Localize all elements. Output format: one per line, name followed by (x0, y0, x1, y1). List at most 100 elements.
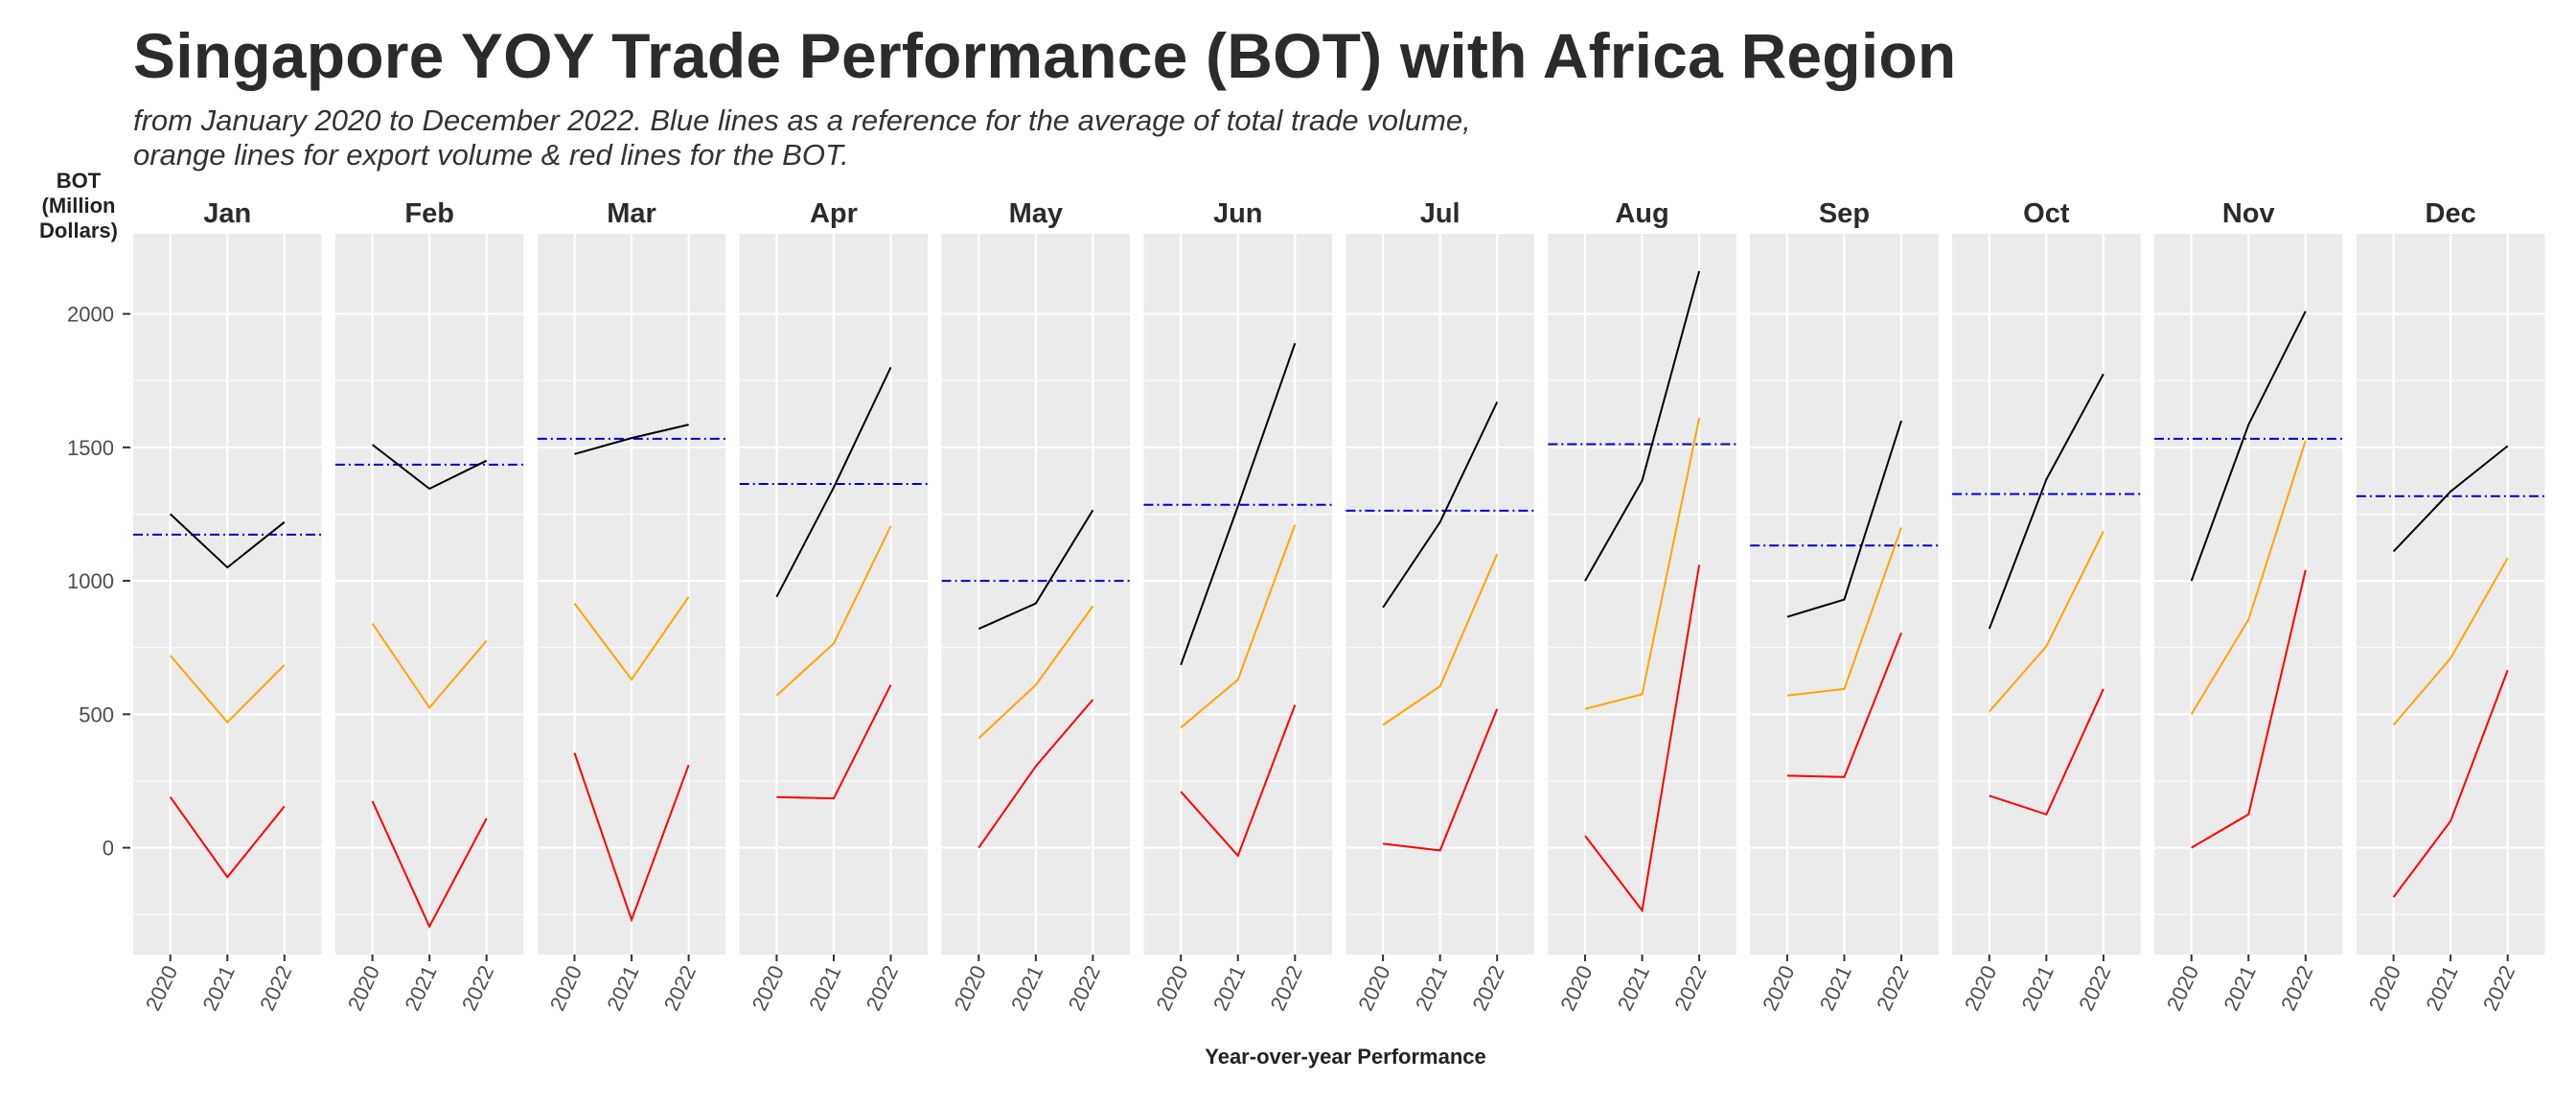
facet-panel-feb: Feb 2020 2021 2022 (334, 198, 524, 1015)
x-tick-label: 2022 (1872, 962, 1913, 1015)
x-tick-label: 2021 (1815, 962, 1856, 1015)
x-tick-label: 2020 (1151, 962, 1192, 1015)
y-axis-title-line: (Million (42, 194, 116, 218)
total-trade-line (1988, 373, 2104, 630)
export-line (2190, 440, 2307, 715)
chart-subtitle: from January 2020 to December 2022. Blue… (133, 104, 1471, 172)
x-tick-label: 2022 (659, 962, 701, 1015)
x-tick-label: 2022 (457, 962, 498, 1015)
y-tick-label: 2000 (67, 303, 114, 327)
x-tick-label: 2021 (1613, 962, 1654, 1015)
bot-line (573, 752, 690, 923)
total-trade-line (1180, 342, 1297, 666)
facet-panel-oct: Oct 2020 2021 2022 (1952, 198, 2141, 1014)
x-tick-label: 2022 (1265, 962, 1306, 1015)
facet-panel-mar: Mar 2020 2021 2022 (537, 198, 726, 1015)
x-tick-label: 2020 (1960, 962, 2001, 1015)
x-tick-label: 2021 (2017, 962, 2058, 1015)
x-tick-label: 2022 (2074, 962, 2115, 1015)
export-line (169, 655, 286, 724)
facet-label: Sep (1819, 198, 1870, 229)
y-tick-label: 1500 (67, 436, 114, 460)
bot-line (2392, 670, 2509, 898)
total-trade-line (371, 444, 488, 491)
x-tick-label: 2021 (400, 962, 441, 1015)
x-axis-title: Year-over-year Performance (1205, 1045, 1486, 1069)
total-trade-line (775, 366, 892, 598)
x-tick-label: 2020 (343, 962, 384, 1015)
facet-panel-apr: Apr 2020 2021 2022 (739, 198, 929, 1015)
total-trade-line (2392, 445, 2509, 553)
x-tick-label: 2021 (1208, 962, 1250, 1015)
bot-line (1382, 708, 1499, 852)
x-tick-label: 2021 (197, 962, 239, 1015)
total-trade-line (1786, 420, 1902, 618)
y-tick-label: 1000 (67, 569, 114, 593)
x-tick-label: 2020 (141, 962, 182, 1015)
x-tick-label: 2020 (1555, 962, 1597, 1015)
facet-label: Jul (1420, 198, 1460, 229)
export-line (1989, 531, 2104, 713)
facet-label: Nov (2222, 198, 2275, 229)
total-trade-line (978, 509, 1094, 631)
x-tick-label: 2022 (1467, 962, 1508, 1015)
x-tick-label: 2021 (2421, 962, 2462, 1015)
export-line (371, 623, 488, 710)
y-axis-title-line: Dollars) (39, 218, 118, 242)
bot-line (1180, 704, 1297, 858)
facet-panel-nov: Nov 2020 2021 2022 (2154, 198, 2343, 1014)
total-trade-line (574, 424, 689, 455)
export-line (573, 596, 690, 681)
x-tick-label: 2020 (545, 962, 586, 1015)
facet-panel-aug: Aug 2020 2021 2022 (1548, 198, 1736, 1014)
facet-panel-sep: Sep 2020 2021 2022 (1750, 198, 1939, 1014)
facet-label: May (1009, 198, 1063, 229)
bot-line (776, 684, 892, 800)
x-tick-label: 2020 (2162, 962, 2203, 1015)
x-tick-label: 2022 (2478, 962, 2519, 1015)
export-line (1382, 553, 1499, 726)
x-tick-label: 2020 (748, 962, 789, 1015)
subtitle-line-2: orange lines for export volume & red lin… (133, 138, 849, 172)
facet-label: Mar (607, 198, 656, 229)
bot-line (1584, 564, 1701, 913)
export-line (775, 525, 892, 697)
facet-label: Oct (2023, 198, 2070, 229)
bot-line (1989, 688, 2104, 816)
x-tick-label: 2022 (2276, 962, 2317, 1015)
x-tick-label: 2020 (1353, 962, 1394, 1015)
x-tick-label: 2021 (1006, 962, 1047, 1015)
x-tick-label: 2022 (1064, 962, 1105, 1015)
y-axis-title-line: BOT (57, 169, 102, 193)
facet-label: Jun (1213, 198, 1263, 229)
bot-line (371, 800, 488, 930)
facet-label: Aug (1615, 198, 1668, 229)
export-line (1180, 524, 1297, 729)
bot-line (1786, 632, 1902, 778)
facet-label: Jan (203, 198, 251, 229)
facet-label: Dec (2426, 198, 2476, 229)
chart-title: Singapore YOY Trade Performance (BOT) wi… (133, 20, 1957, 91)
facet-label: Apr (810, 198, 858, 229)
facet-panel-jul: Jul 2020 2021 2022 (1346, 198, 1534, 1014)
facet-panel-jun: Jun 2020 2021 2022 (1143, 198, 1332, 1015)
export-line (978, 605, 1094, 740)
y-tick-label: 500 (79, 702, 114, 726)
x-tick-label: 2022 (1669, 962, 1711, 1015)
facet-panel-jan: Jan 2020 2021 2022 (133, 198, 322, 1014)
x-tick-label: 2020 (1758, 962, 1799, 1015)
y-tick-label: 0 (103, 837, 114, 861)
x-tick-label: 2021 (1411, 962, 1452, 1015)
total-trade-line (2190, 310, 2307, 582)
total-trade-line (1584, 270, 1701, 582)
facet-panel-dec: Dec 2020 2021 2022 (2356, 198, 2545, 1015)
bot-line (2191, 569, 2307, 849)
x-tick-label: 2022 (255, 962, 296, 1015)
facet-label: Feb (404, 198, 454, 229)
x-tick-label: 2021 (2219, 962, 2260, 1015)
x-tick-label: 2022 (862, 962, 903, 1015)
x-tick-label: 2021 (804, 962, 845, 1015)
bot-line (169, 796, 286, 879)
export-line (1584, 417, 1701, 710)
export-line (1786, 527, 1902, 697)
